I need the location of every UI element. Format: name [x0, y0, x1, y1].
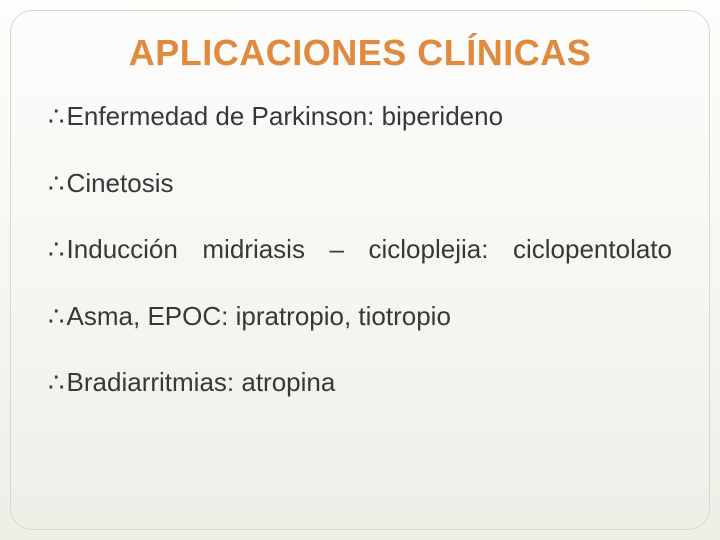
list-item: ∴Cinetosis: [48, 167, 672, 200]
list-item: ∴Bradiarritmias: atropina: [48, 366, 672, 399]
slide-title: APLICACIONES CLÍNICAS: [48, 32, 672, 74]
list-item-text: Bradiarritmias: atropina: [67, 366, 672, 399]
bullet-icon: ∴: [48, 233, 65, 266]
list-item-text: Asma, EPOC: ipratropio, tiotropio: [67, 300, 672, 333]
bullet-list: ∴Enfermedad de Parkinson: biperideno∴Cin…: [48, 100, 672, 399]
slide: APLICACIONES CLÍNICAS ∴Enfermedad de Par…: [0, 0, 720, 540]
list-item-text: Enfermedad de Parkinson: biperideno: [67, 100, 672, 133]
bullet-icon: ∴: [48, 300, 65, 333]
list-item-text: Cinetosis: [67, 167, 672, 200]
list-item: ∴Asma, EPOC: ipratropio, tiotropio: [48, 300, 672, 333]
list-item-text: Inducción midriasis – cicloplejia: ciclo…: [67, 233, 672, 266]
bullet-icon: ∴: [48, 100, 65, 133]
bullet-icon: ∴: [48, 167, 65, 200]
list-item: ∴Inducción midriasis – cicloplejia: cicl…: [48, 233, 672, 266]
bullet-icon: ∴: [48, 366, 65, 399]
list-item: ∴Enfermedad de Parkinson: biperideno: [48, 100, 672, 133]
